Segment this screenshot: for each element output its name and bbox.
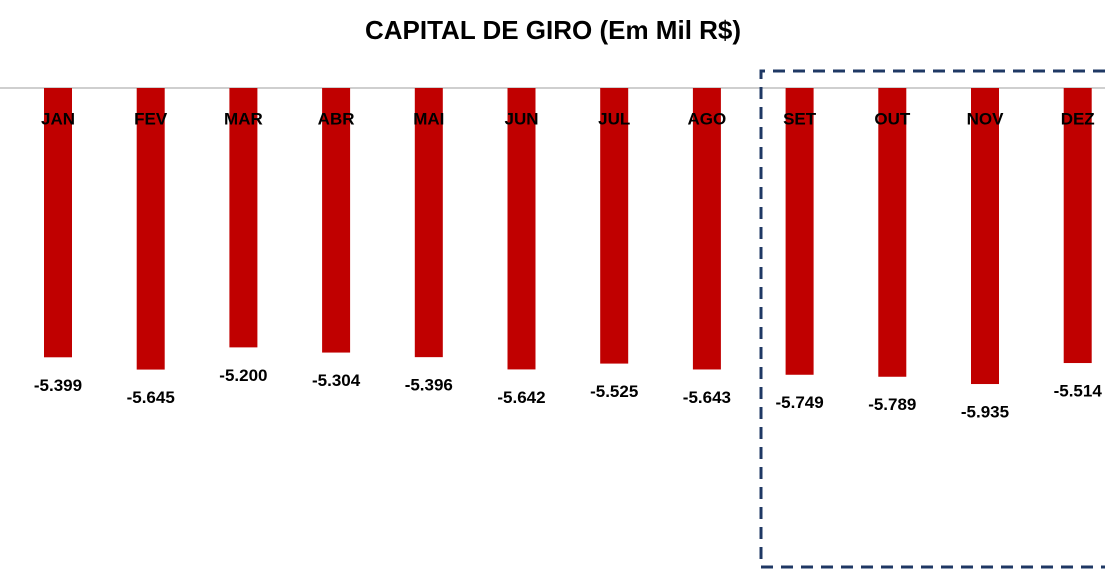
data-label: -5.749 xyxy=(775,393,823,412)
x-tick-label: FEV xyxy=(134,109,168,128)
bars xyxy=(44,88,1092,385)
data-label: -5.789 xyxy=(868,395,916,414)
data-label: -5.525 xyxy=(590,382,638,401)
bar xyxy=(878,88,907,377)
x-tick-label: JAN xyxy=(41,109,75,128)
bar xyxy=(971,88,999,385)
data-label: -5.935 xyxy=(961,403,1009,422)
bar xyxy=(229,88,258,348)
x-tick-label: JUN xyxy=(504,109,538,128)
bar xyxy=(785,88,814,375)
bar xyxy=(322,88,351,353)
data-label: -5.645 xyxy=(127,388,175,407)
data-label: -5.304 xyxy=(312,371,361,390)
x-tick-label: MAI xyxy=(413,109,444,128)
x-tick-label: NOV xyxy=(967,109,1005,128)
bar xyxy=(507,88,536,370)
x-tick-label: ABR xyxy=(318,109,355,128)
data-label: -5.396 xyxy=(405,376,453,395)
x-tick-label: AGO xyxy=(688,109,727,128)
data-label: -5.643 xyxy=(683,388,731,407)
bar xyxy=(692,88,721,370)
chart-title: CAPITAL DE GIRO (Em Mil R$) xyxy=(365,15,741,45)
data-label: -5.200 xyxy=(219,366,267,385)
bar xyxy=(600,88,629,364)
x-tick-label: SET xyxy=(783,109,817,128)
x-tick-label: DEZ xyxy=(1061,109,1095,128)
bar xyxy=(44,88,72,358)
labels: JAN -5.399 FEV -5.645 MAR -5.200 ABR -5.304 MAI -… xyxy=(34,109,1102,421)
highlight-box xyxy=(759,69,1105,569)
x-tick-label: OUT xyxy=(874,109,911,128)
bar xyxy=(136,88,165,370)
data-label: -5.642 xyxy=(497,388,545,407)
data-label: -5.399 xyxy=(34,376,82,395)
x-tick-label: MAR xyxy=(224,109,263,128)
bar xyxy=(1063,88,1092,364)
x-tick-label: JUL xyxy=(598,109,630,128)
bar xyxy=(414,88,443,358)
data-label: -5.514 xyxy=(1054,382,1103,401)
